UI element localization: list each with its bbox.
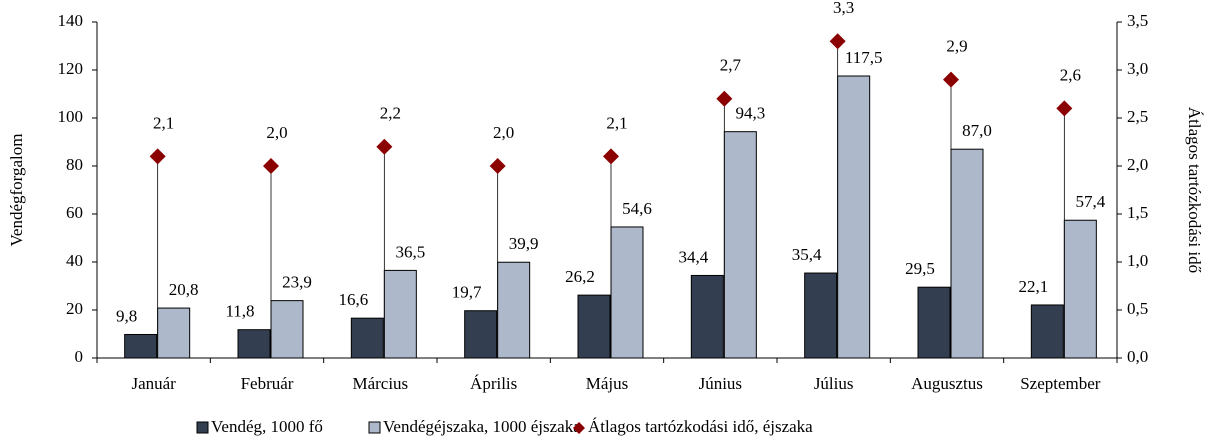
marker [263, 158, 279, 174]
marker [376, 138, 393, 155]
y2-tick-label: 3,5 [1127, 11, 1148, 30]
y-tick-label: 80 [66, 155, 83, 174]
data-label: 87,0 [962, 121, 992, 140]
data-label: 2,0 [266, 123, 287, 142]
bar [237, 329, 271, 359]
marker [829, 33, 846, 50]
x-tick-label: Február [241, 374, 294, 393]
data-label: 117,5 [845, 48, 883, 67]
data-label: 34,4 [678, 247, 708, 266]
marker [489, 158, 506, 174]
y-tick-label: 40 [66, 251, 83, 270]
legend-label: Átlagos tartózkodási idő, éjszaka [588, 417, 813, 436]
data-label: 16,6 [338, 290, 368, 309]
data-label: 9,8 [116, 306, 137, 325]
x-tick-label: Március [352, 374, 408, 393]
data-label: 94,3 [735, 104, 765, 123]
x-tick-label: Június [699, 374, 742, 393]
bar [690, 274, 724, 359]
data-label: 2,1 [153, 113, 174, 132]
x-tick-label: Szeptember [1020, 374, 1101, 393]
marker [149, 148, 166, 165]
data-label: 2,0 [493, 123, 514, 142]
y-tick-label: 100 [58, 107, 84, 126]
x-tick-label: Január [131, 374, 176, 393]
y2-tick-label: 2,0 [1127, 155, 1148, 174]
y2-tick-label: 3,0 [1127, 59, 1148, 78]
marker [1056, 100, 1073, 117]
y2-tick-label: 0,5 [1127, 299, 1148, 318]
data-label: 35,4 [792, 245, 822, 264]
y-axis-title: Vendégforgalom [7, 134, 26, 247]
y-tick-label: 120 [58, 59, 84, 78]
bar [383, 269, 417, 359]
x-tick-label: Július [814, 374, 854, 393]
x-tick-label: Május [586, 374, 629, 393]
bar [804, 272, 838, 359]
data-label: 2,9 [946, 37, 967, 56]
bar [464, 310, 498, 359]
data-label: 36,5 [395, 242, 425, 261]
bar [577, 294, 611, 359]
bar [917, 286, 951, 359]
data-label: 39,9 [509, 234, 539, 253]
x-tick-label: Április [470, 374, 517, 393]
data-label: 19,7 [452, 283, 482, 302]
bar [497, 261, 531, 359]
y-tick-label: 20 [66, 299, 83, 318]
data-label: 23,9 [282, 273, 312, 292]
bar [837, 75, 871, 359]
data-label: 11,8 [225, 302, 254, 321]
bar [723, 131, 757, 359]
y2-tick-label: 2,5 [1127, 107, 1148, 126]
y-tick-label: 60 [66, 203, 83, 222]
data-label: 29,5 [905, 259, 935, 278]
bar [610, 226, 644, 359]
y-tick-label: 140 [58, 11, 84, 30]
marker [603, 148, 619, 165]
legend-label: Vendég, 1000 fő [211, 417, 323, 436]
bar [1030, 304, 1064, 359]
bar [270, 300, 304, 359]
data-label: 57,4 [1075, 192, 1105, 211]
bar [157, 307, 191, 359]
data-label: 20,8 [169, 280, 199, 299]
data-label: 22,1 [1018, 277, 1048, 296]
y2-tick-label: 1,5 [1127, 203, 1148, 222]
bar [124, 333, 158, 359]
bar [350, 317, 384, 359]
data-label: 2,1 [606, 113, 627, 132]
y2-tick-label: 1,0 [1127, 251, 1148, 270]
legend-marker [573, 422, 585, 434]
data-label: 2,2 [380, 104, 401, 123]
y2-tick-label: 0,0 [1127, 347, 1148, 366]
data-label: 2,7 [720, 56, 742, 75]
data-label: 2,6 [1060, 65, 1081, 84]
legend-swatch [368, 421, 381, 434]
legend-swatch [196, 421, 209, 434]
marker [716, 90, 733, 107]
marker [943, 71, 959, 88]
x-tick-label: Augusztus [911, 374, 983, 393]
y-tick-label: 0 [75, 347, 84, 366]
data-label: 3,3 [833, 0, 854, 17]
legend-label: Vendégéjszaka, 1000 éjszaka [383, 417, 581, 436]
data-label: 54,6 [622, 199, 652, 218]
bar [950, 148, 984, 359]
bar [1063, 219, 1097, 359]
data-label: 26,2 [565, 267, 595, 286]
y2-axis-title: Átlagos tartózkodási idő [1185, 107, 1204, 273]
